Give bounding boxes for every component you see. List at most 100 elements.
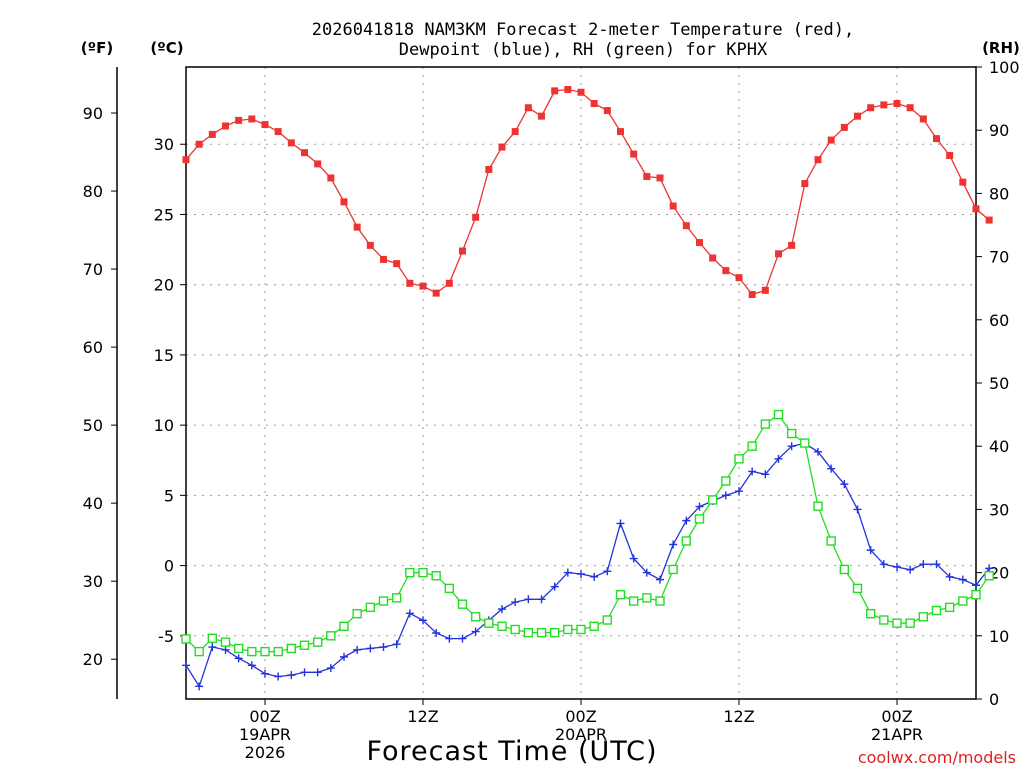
rh-point	[418, 567, 428, 578]
temperature-point	[827, 136, 835, 144]
rh-tick-label: 30	[989, 500, 1009, 519]
temperature-point	[195, 140, 203, 148]
rh-point	[352, 608, 362, 619]
fahrenheit-tick-label: 80	[83, 182, 103, 201]
rh-point	[668, 564, 678, 575]
dewpoint-point	[498, 605, 506, 614]
temperature-point	[301, 149, 308, 157]
dewpoint-point	[972, 581, 980, 590]
rh-point	[602, 615, 613, 625]
rh-point	[642, 593, 652, 603]
celsius-tick-label: 30	[154, 135, 174, 154]
time-tick-label: 12Z	[723, 707, 754, 726]
rh-point	[339, 621, 349, 632]
rh-point	[839, 564, 850, 575]
temperature-point	[603, 107, 611, 115]
rh-point	[247, 646, 257, 657]
temperature-point	[340, 198, 348, 206]
time-tick-label: 20APR	[555, 725, 607, 744]
dewpoint-point	[827, 464, 836, 473]
temperature-point	[893, 100, 901, 108]
time-tick-label: 21APR	[871, 725, 923, 744]
dewpoint-point	[695, 502, 704, 511]
rh-point	[523, 627, 534, 638]
dewpoint-point	[313, 668, 322, 677]
rh-point	[879, 615, 889, 625]
dewpoint-point	[340, 652, 348, 661]
temperature-point	[577, 88, 585, 96]
rh-point	[681, 536, 692, 546]
rh-point	[220, 637, 231, 647]
dewpoint-point	[537, 595, 546, 604]
fahrenheit-axis-label: (ºF)	[81, 39, 113, 57]
rh-tick-label: 50	[989, 374, 1009, 393]
dewpoint-point	[958, 575, 967, 584]
temperature-point	[814, 156, 822, 164]
dewpoint-point	[445, 634, 454, 643]
temperature-point	[985, 216, 993, 224]
rh-point	[984, 571, 994, 581]
rh-point	[326, 631, 336, 641]
rh-point	[444, 583, 455, 594]
temperature-point	[709, 254, 717, 262]
temperature-point	[235, 116, 243, 124]
dewpoint-point	[208, 643, 217, 652]
dewpoint-point	[419, 616, 427, 625]
temperature-point	[511, 128, 519, 136]
rh-point	[786, 428, 797, 439]
fahrenheit-ticks: 20 30 40 50 60 70 80 90	[83, 104, 117, 669]
x-axis-title: Forecast Time (UTC)	[366, 736, 657, 767]
rh-point	[194, 646, 204, 657]
rh-point	[721, 476, 731, 486]
temperature-point	[761, 286, 769, 294]
rh-tick-label: 100	[989, 58, 1020, 77]
temperature-point	[630, 150, 638, 158]
rh-point	[905, 618, 915, 628]
temperature-point	[353, 223, 361, 231]
rh-point	[800, 438, 810, 448]
dewpoint-point	[287, 671, 296, 680]
series-1	[182, 439, 994, 691]
dewpoint-point	[366, 644, 375, 653]
dewpoint-point	[682, 516, 691, 525]
temperature-point	[933, 135, 940, 143]
dewpoint-point	[247, 661, 256, 670]
temperature-point	[419, 282, 427, 290]
rh-tick-label: 90	[989, 121, 1009, 140]
rh-point	[299, 640, 310, 650]
temperature-point	[406, 279, 414, 287]
rh-point	[747, 441, 757, 451]
fahrenheit-tick-label: 40	[83, 494, 103, 513]
time-tick-label: 19APR	[239, 725, 291, 744]
temperature-point	[906, 104, 914, 112]
dewpoint-point	[261, 669, 269, 678]
rh-point	[944, 602, 955, 613]
fahrenheit-tick-label: 70	[83, 260, 103, 279]
temperature-point	[669, 202, 677, 210]
rh-point	[510, 624, 520, 635]
rh-point	[391, 593, 402, 603]
rh-point	[431, 571, 441, 581]
dewpoint-point	[735, 487, 743, 496]
time-tick-label: 00Z	[881, 707, 912, 726]
temperature-point	[380, 255, 387, 263]
time-tick-label: 12Z	[407, 707, 438, 726]
temperature-point	[248, 115, 256, 123]
rh-tick-label: 80	[989, 184, 1009, 203]
dewpoint-point	[814, 447, 822, 456]
rh-point	[273, 646, 283, 657]
rh-point	[536, 627, 547, 638]
temperature-point	[393, 260, 401, 268]
rh-tick-label: 70	[989, 248, 1009, 267]
dewpoint-point	[353, 645, 362, 654]
fahrenheit-tick-label: 90	[83, 104, 103, 123]
rh-point	[497, 621, 507, 632]
rh-point	[207, 633, 218, 644]
rh-point	[958, 596, 968, 606]
temperature-point	[261, 121, 269, 129]
temperature-point	[722, 267, 730, 275]
rh-point	[576, 624, 586, 635]
rh-point	[470, 612, 481, 622]
dewpoint-point	[590, 572, 599, 581]
